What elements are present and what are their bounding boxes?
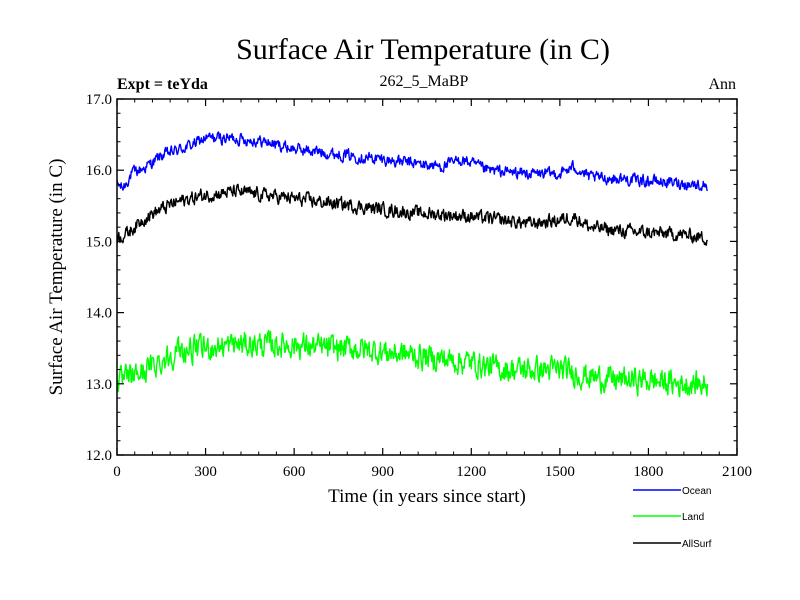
legend-label-ocean: Ocean <box>682 486 711 497</box>
plot-layer <box>116 131 709 398</box>
plot-frame <box>116 98 738 456</box>
season-label: Ann <box>708 76 736 93</box>
y-tick-label: 15.0 <box>86 234 112 250</box>
series-line-allsurf <box>116 183 709 246</box>
y-tick-label: 17.0 <box>86 92 112 108</box>
experiment-label: Expt = teYda <box>117 76 208 93</box>
y-tick-label: 12.0 <box>86 448 112 464</box>
x-tick-label: 2100 <box>722 464 752 480</box>
series-line-ocean <box>116 131 709 192</box>
y-tick-label: 16.0 <box>86 163 112 179</box>
x-tick-label: 0 <box>113 464 121 480</box>
x-axis-label: Time (in years since start) <box>328 486 526 507</box>
x-tick-label: 1500 <box>545 464 575 480</box>
legend-label-land: Land <box>682 512 704 523</box>
y-axis-label: Surface Air Temperature (in C) <box>46 159 67 396</box>
x-tick-label: 300 <box>194 464 217 480</box>
x-tick-label: 900 <box>371 464 394 480</box>
chart-subtitle: 262_5_MaBP <box>380 73 469 90</box>
axis-layer: 0 300 600 900 1200 1500 1800 2100 12.0 13.0 14.0 15… <box>86 92 752 480</box>
y-tick-label: 13.0 <box>86 377 112 393</box>
x-tick-label: 1200 <box>456 464 486 480</box>
x-tick-label: 600 <box>283 464 306 480</box>
y-tick-label: 14.0 <box>86 306 112 322</box>
legend: Ocean Land AllSurf <box>633 486 712 550</box>
legend-label-allsurf: AllSurf <box>682 539 712 550</box>
x-tick-label: 1800 <box>633 464 663 480</box>
chart-title: Surface Air Temperature (in C) <box>236 33 610 66</box>
series-line-land <box>116 329 709 398</box>
